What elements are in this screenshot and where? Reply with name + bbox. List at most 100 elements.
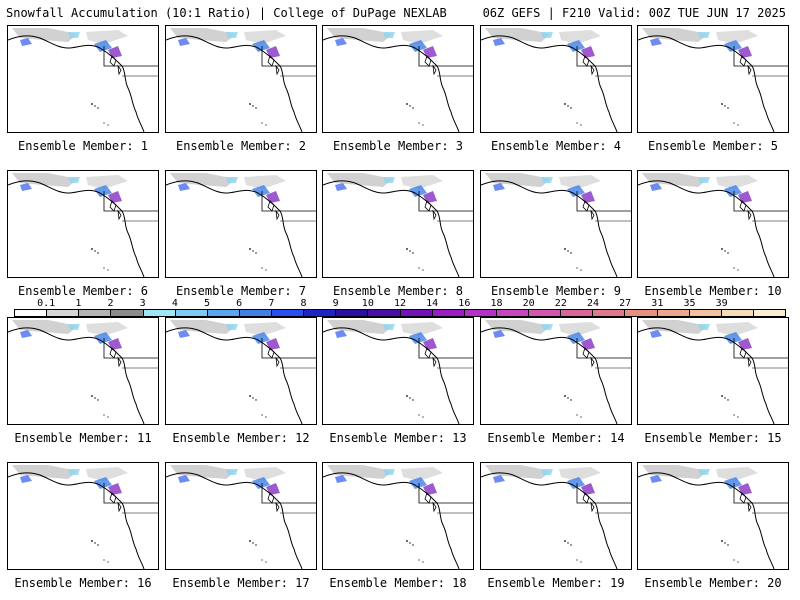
ensemble-member-label: Ensemble Member: 15 [644,431,782,445]
ensemble-member-label: Ensemble Member: 6 [17,284,149,298]
colorbar-tick-label: 2 [107,298,114,309]
ensemble-member-label: Ensemble Member: 10 [644,284,782,298]
colorbar-swatch [304,310,337,316]
snowfall-map [480,170,632,278]
ensemble-member-panel: Ensemble Member: 19 [480,462,632,590]
colorbar-tick-label: 10 [361,298,374,309]
ensemble-member-label: Ensemble Member: 7 [175,284,307,298]
ensemble-member-label: Ensemble Member: 14 [487,431,625,445]
colorbar-tick-label: 4 [171,298,178,309]
colorbar-swatch [689,310,722,316]
ensemble-member-label: Ensemble Member: 5 [647,139,779,153]
colorbar-swatch [175,310,208,316]
ensemble-member-panel: Ensemble Member: 5 [637,25,789,153]
ensemble-member-label: Ensemble Member: 16 [14,576,152,590]
colorbar-swatch [625,310,658,316]
ensemble-member-panel: Ensemble Member: 6 [7,170,159,298]
snowfall-map [480,317,632,425]
colorbar-swatch [496,310,529,316]
colorbar-swatch [561,310,594,316]
colorbar-swatch [432,310,465,316]
ensemble-member-panel: Ensemble Member: 8 [322,170,474,298]
snowfall-map [7,462,159,570]
ensemble-member-label: Ensemble Member: 2 [175,139,307,153]
ensemble-member-panel: Ensemble Member: 3 [322,25,474,153]
colorbar-tick-label: 7 [268,298,275,309]
ensemble-member-panel: Ensemble Member: 20 [637,462,789,590]
snowfall-map [322,25,474,133]
ensemble-member-panel: Ensemble Member: 18 [322,462,474,590]
colorbar-tick-label: 35 [683,298,696,309]
snowfall-map [7,25,159,133]
colorbar-swatch [593,310,626,316]
snowfall-map [322,170,474,278]
colorbar-tick-label: 22 [554,298,567,309]
ensemble-member-panel: Ensemble Member: 10 [637,170,789,298]
colorbar-swatches [14,309,786,317]
colorbar-swatch [753,310,785,316]
snowfall-map [7,317,159,425]
ensemble-member-label: Ensemble Member: 1 [17,139,149,153]
ensemble-member-panel: Ensemble Member: 16 [7,462,159,590]
colorbar-tick-label: 18 [490,298,503,309]
colorbar-swatch [368,310,401,316]
colorbar-tick-label: 3 [139,298,146,309]
ensemble-member-panel: Ensemble Member: 11 [7,317,159,445]
ensemble-member-label: Ensemble Member: 17 [172,576,310,590]
ensemble-member-panel: Ensemble Member: 7 [165,170,317,298]
ensemble-member-panel: Ensemble Member: 14 [480,317,632,445]
snowfall-colorbar: 0.1 1 2 3 4 5 6 7 8 9 10 12 14 16 18 20 22 24 27 31 35 39 [14,298,786,317]
ensemble-member-label: Ensemble Member: 11 [14,431,152,445]
ensemble-member-label: Ensemble Member: 8 [332,284,464,298]
snowfall-map [165,170,317,278]
ensemble-member-label: Ensemble Member: 18 [329,576,467,590]
colorbar-tick-label: 8 [300,298,307,309]
colorbar-tick-label: 39 [715,298,728,309]
colorbar-tick-label: 12 [393,298,407,309]
colorbar-swatch [529,310,562,316]
colorbar-swatch [15,310,48,316]
colorbar-tick-label: 9 [332,298,339,309]
colorbar-tick-label: 27 [619,298,632,309]
colorbar-tick-label: 20 [522,298,535,309]
ensemble-member-label: Ensemble Member: 13 [329,431,467,445]
colorbar-swatch [239,310,272,316]
snowfall-map [637,170,789,278]
ensemble-member-panel: Ensemble Member: 9 [480,170,632,298]
valid-time-label: 06Z GEFS | F210 Valid: 00Z TUE JUN 17 20… [482,6,786,20]
colorbar-swatch [207,310,240,316]
snowfall-map [322,317,474,425]
ensemble-member-label: Ensemble Member: 19 [487,576,625,590]
colorbar-swatch [721,310,754,316]
snowfall-map [637,462,789,570]
snowfall-map [637,317,789,425]
ensemble-member-panel: Ensemble Member: 1 [7,25,159,153]
snowfall-map [165,25,317,133]
map-title: Snowfall Accumulation (10:1 Ratio) | Col… [6,6,447,20]
colorbar-tick-label: 0.1 [37,298,56,309]
colorbar-swatch [111,310,144,316]
colorbar-swatch [657,310,690,316]
ensemble-member-panel: Ensemble Member: 4 [480,25,632,153]
colorbar-swatch [79,310,112,316]
ensemble-member-panel: Ensemble Member: 13 [322,317,474,445]
snowfall-map [165,462,317,570]
ensemble-member-panel: Ensemble Member: 2 [165,25,317,153]
colorbar-tick-label: 6 [236,298,243,309]
ensemble-member-label: Ensemble Member: 4 [490,139,622,153]
colorbar-tick-label: 5 [203,298,211,309]
colorbar-swatch [272,310,305,316]
snowfall-map [480,462,632,570]
colorbar-tick-label: 24 [586,298,600,309]
colorbar-tick-label: 1 [75,298,82,309]
ensemble-member-label: Ensemble Member: 3 [332,139,464,153]
colorbar-labels: 0.1 1 2 3 4 5 6 7 8 9 10 12 14 16 18 20 22 24 27 31 35 39 [14,298,786,309]
colorbar-swatch [464,310,497,316]
ensemble-member-label: Ensemble Member: 20 [644,576,782,590]
colorbar-tick-label: 16 [458,298,471,309]
ensemble-member-label: Ensemble Member: 9 [490,284,622,298]
colorbar-swatch [143,310,176,316]
colorbar-swatch [336,310,369,316]
colorbar-tick-label: 31 [651,298,664,309]
